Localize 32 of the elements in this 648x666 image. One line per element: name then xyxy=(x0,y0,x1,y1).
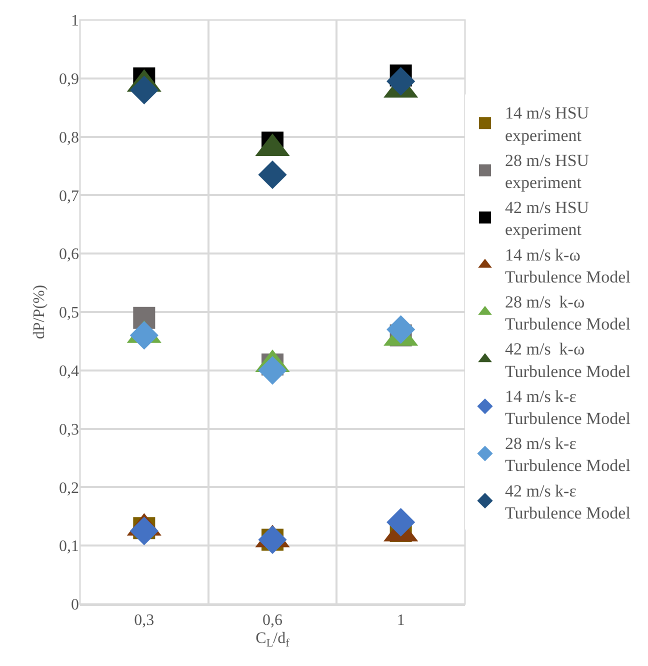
legend-label: 14 m/s k-ε Turbulence Model xyxy=(505,386,631,428)
y-tick-label: 0,1 xyxy=(59,538,79,556)
point xyxy=(130,321,158,350)
point xyxy=(386,508,416,537)
legend-label: 28 m/s k-ω Turbulence Model xyxy=(505,292,631,334)
point xyxy=(386,67,416,96)
legend-label: 42 m/s HSU experiment xyxy=(505,198,590,240)
y-tick-label: 0,6 xyxy=(59,246,79,264)
point xyxy=(130,76,158,104)
x-axis-title: C$_{L}$/d$_{f}$ xyxy=(256,630,290,650)
x-tick-label: 1 xyxy=(396,612,405,629)
y-tick-label: 0 xyxy=(71,596,79,614)
y-tick-label: 0,9 xyxy=(59,71,79,88)
y-tick-label: 0,3 xyxy=(59,421,79,438)
y-tick-label: 1 xyxy=(71,12,79,30)
legend-label: 28 m/s HSU experiment xyxy=(505,150,590,192)
x-tick-label: 0,6 xyxy=(262,612,282,629)
legend-label: 42 m/s k-ε Turbulence Model xyxy=(505,481,631,522)
legend-label: 14 m/s k-ω Turbulence Model xyxy=(505,245,631,286)
legend-label: 42 m/s k-ω Turbulence Model xyxy=(505,340,631,381)
y-axis-title: dP/P(%) xyxy=(30,284,48,340)
y-tick-label: 0,7 xyxy=(59,188,79,205)
y-tick-label: 0,5 xyxy=(59,304,79,322)
y-tick-label: 0,2 xyxy=(59,480,79,497)
y-tick-label: 0,8 xyxy=(59,129,79,146)
x-tick-label: 0,3 xyxy=(134,612,154,629)
point xyxy=(258,160,287,190)
point xyxy=(258,356,287,385)
point xyxy=(130,516,158,546)
legend-label: 28 m/s k-ε Turbulence Model xyxy=(505,434,631,476)
legend-label: 14 m/s HSU experiment xyxy=(505,104,590,145)
y-tick-label: 0,4 xyxy=(59,363,79,380)
